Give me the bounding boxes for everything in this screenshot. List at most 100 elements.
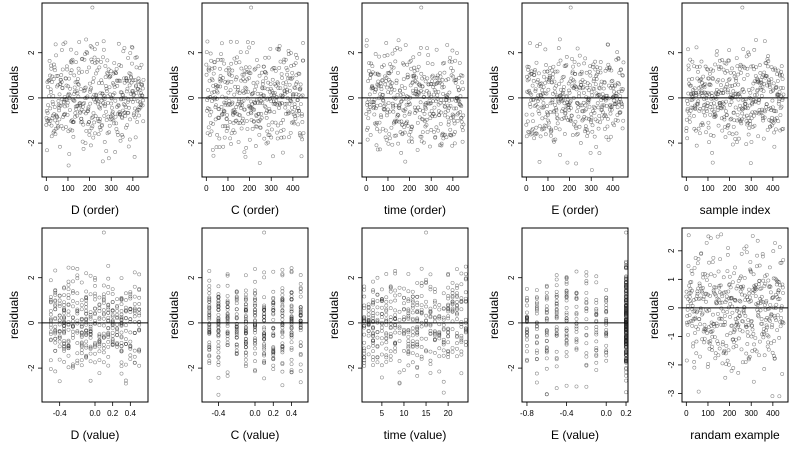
data-point [450,295,455,300]
data-point [248,110,253,115]
scatter-points [204,5,306,165]
data-point [556,116,560,121]
data-point [243,305,248,309]
data-point [397,330,402,335]
data-point [108,92,113,97]
data-point [93,284,97,288]
data-point [124,362,128,367]
data-point [84,37,89,42]
data-point [450,302,455,307]
data-point [393,325,398,330]
data-point [79,340,84,345]
data-point [441,132,446,137]
data-point [403,43,408,47]
data-point [458,110,463,115]
data-point [450,309,455,314]
y-tick-label: 0 [27,320,36,325]
data-point [245,127,250,131]
data-point [410,294,415,299]
y-axis-title: residuals [487,66,501,114]
data-point [459,299,464,304]
data-point [592,134,597,139]
data-point [79,307,84,312]
data-point [624,333,628,338]
data-point [569,106,573,110]
data-point [374,143,379,148]
data-point [579,71,584,76]
data-point [594,274,599,279]
data-point [71,329,75,334]
data-point [371,349,375,353]
data-point [694,339,699,344]
data-point [103,64,108,68]
data-point [398,93,403,98]
data-point [393,298,398,303]
data-point [119,316,124,321]
data-point [763,109,767,114]
data-point [692,86,697,91]
data-point [691,341,696,346]
data-point [753,93,757,98]
data-point [698,77,703,82]
data-point [401,92,405,97]
data-point [752,123,757,128]
data-point [269,135,274,140]
data-point [225,272,230,276]
data-point [744,54,749,59]
data-point [419,324,424,329]
data-point [726,88,730,93]
data-point [119,344,124,348]
data-point [57,344,62,349]
data-point [756,310,761,315]
data-point [710,151,714,155]
data-point [255,91,260,96]
x-axis-title: sample index [700,203,771,217]
data-point [211,153,216,158]
data-point [705,109,709,113]
data-point [264,71,269,76]
data-point [450,327,455,332]
y-tick-label: 0 [507,320,516,325]
data-point [708,71,712,76]
data-point [393,330,398,335]
data-point [211,121,215,126]
data-point [412,75,416,80]
data-point [610,78,615,83]
data-point [698,354,702,359]
data-point [73,111,78,115]
data-point [445,43,450,47]
data-point [624,378,628,383]
data-point [419,71,424,76]
data-point [554,333,559,338]
data-point [132,111,137,116]
data-point [450,349,455,354]
data-point [418,46,423,50]
data-point [207,306,212,311]
data-point [429,74,434,79]
data-point [284,80,289,85]
data-point [106,335,111,339]
data-point [106,71,111,76]
data-point [588,83,592,88]
data-point [262,334,267,338]
data-point [534,341,539,346]
data-point [406,307,411,312]
data-point [289,357,294,362]
data-point [721,309,726,314]
data-point [88,329,93,334]
data-point [604,343,609,348]
data-point [69,68,74,73]
data-point [241,98,246,103]
data-point [433,298,437,303]
data-point [605,42,610,47]
data-point [239,66,244,71]
data-point [384,309,389,313]
data-point [253,292,257,296]
data-point [78,110,83,115]
data-point [397,370,402,375]
data-point [446,77,451,82]
data-point [364,43,369,48]
data-point [583,56,588,61]
x-tick-label: -0.8 [520,409,534,418]
